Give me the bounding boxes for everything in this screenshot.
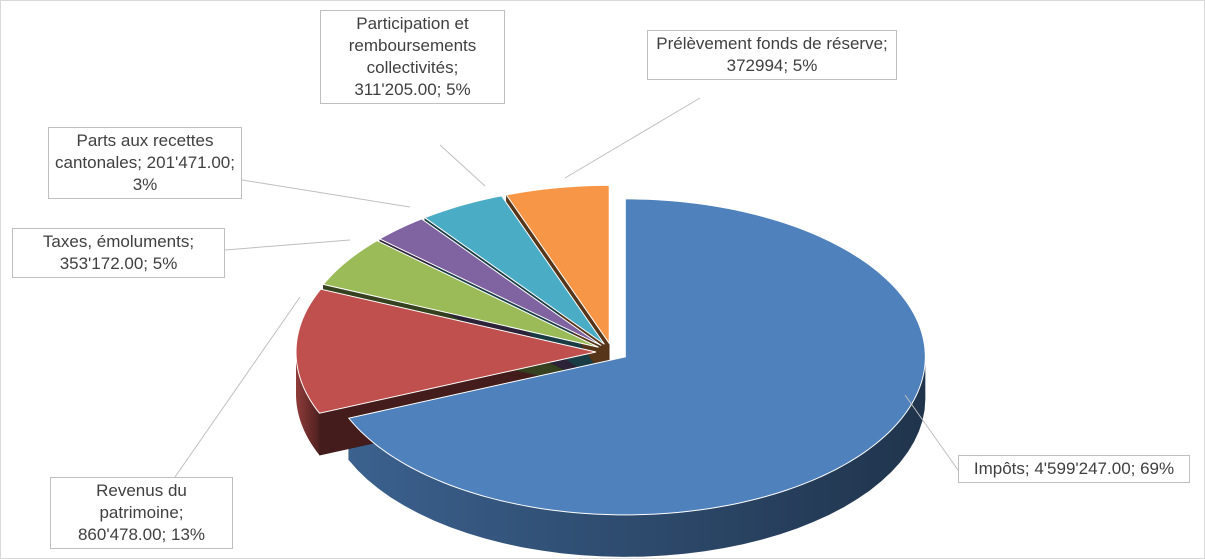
slice [295,288,597,414]
slice [347,198,926,516]
slice [423,195,605,345]
slice [505,184,610,345]
slice [378,218,602,346]
slice-side [348,356,926,557]
leader-line [904,394,959,471]
leader-line [241,179,411,208]
data-label: Participation et remboursements collecti… [320,10,505,104]
slice [322,240,599,348]
leader-line [564,97,701,179]
leader-line [174,296,301,478]
leader-line [224,239,351,251]
data-label: Taxes, émoluments; 353'172.00; 5% [12,228,225,278]
data-label: Revenus du patrimoine; 860'478.00; 13% [50,477,233,549]
slice-side [296,351,320,456]
leader-line [439,144,486,187]
data-label: Parts aux recettes cantonales; 201'471.0… [48,127,242,199]
slice-tops [295,184,926,516]
data-label: Impôts; 4'599'247.00; 69% [958,455,1190,483]
data-label: Prélèvement fonds de réserve; 372994; 5% [647,30,897,80]
